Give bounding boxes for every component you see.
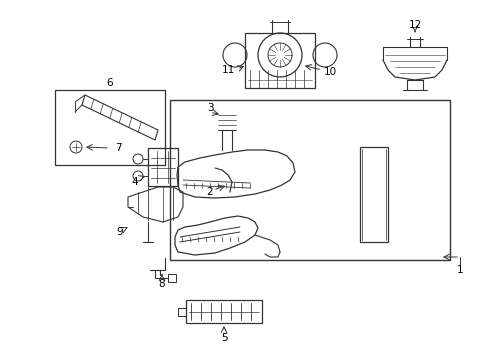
Text: 8: 8: [159, 279, 165, 289]
Text: 9: 9: [117, 227, 123, 237]
Text: 5: 5: [220, 333, 227, 343]
Text: 3: 3: [206, 103, 213, 113]
Bar: [148, 148, 178, 186]
Text: 10: 10: [323, 67, 336, 77]
Bar: [170, 100, 449, 260]
Text: 1: 1: [456, 265, 462, 275]
Text: 4: 4: [131, 177, 138, 187]
Bar: [168, 274, 176, 282]
Bar: [55, 90, 164, 165]
Text: 6: 6: [106, 78, 113, 88]
Bar: [244, 33, 314, 88]
Text: 7: 7: [115, 143, 121, 153]
Text: 2: 2: [206, 187, 213, 197]
Text: 12: 12: [407, 20, 421, 30]
Bar: [185, 300, 262, 323]
Text: 11: 11: [221, 65, 234, 75]
Bar: [359, 147, 387, 242]
